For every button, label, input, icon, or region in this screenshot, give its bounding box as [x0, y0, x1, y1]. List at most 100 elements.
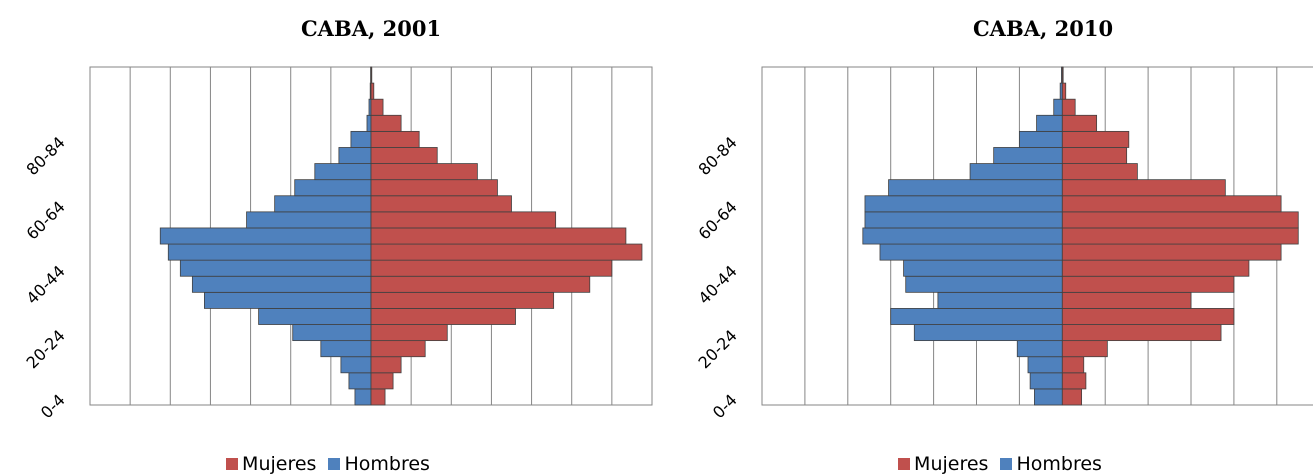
bar-mujeres-15-19 [1061, 340, 1108, 358]
chart-title: CABA, 2001 [300, 16, 442, 41]
bar-mujeres-35-39 [1061, 275, 1235, 293]
bar-hombres-40-44 [903, 259, 1063, 277]
bar-mujeres-40-44 [1061, 259, 1250, 277]
legend-label-hombres: Hombres [344, 453, 430, 475]
tick-label: 40-44 [23, 262, 69, 308]
legend-item-hombres: Hombres [328, 453, 430, 475]
bar-hombres-85-89 [1036, 114, 1063, 132]
pyramid-plot: 0-4 20-24 40-44 60-64 80-84 [695, 66, 1313, 422]
bar-mujeres-80-84 [370, 130, 420, 148]
bar-hombres-15-19 [1016, 340, 1063, 358]
bar-hombres-80-84 [350, 130, 372, 148]
bar-hombres-85-89 [366, 114, 372, 132]
legend-swatch-mujeres [226, 458, 239, 470]
chart-title: CABA, 2010 [972, 16, 1114, 41]
bar-mujeres-60-64 [370, 195, 512, 213]
bar-mujeres-100+ [1061, 66, 1064, 84]
legend-label-mujeres: Mujeres [242, 453, 317, 475]
bar-mujeres-30-34 [1061, 291, 1192, 309]
bar-hombres-60-64 [864, 195, 1063, 213]
bar-mujeres-85-89 [1061, 114, 1098, 132]
bar-hombres-0-4 [354, 388, 372, 406]
bar-hombres-5-9 [348, 372, 372, 390]
bar-mujeres-65-69 [370, 179, 498, 197]
tick-label: 40-44 [695, 262, 741, 308]
tick-label: 60-64 [695, 197, 741, 243]
bar-mujeres-55-59 [1061, 211, 1299, 229]
bar-mujeres-10-14 [1061, 356, 1085, 374]
bar-mujeres-35-39 [370, 275, 591, 293]
bar-mujeres-5-9 [370, 372, 394, 390]
bar-mujeres-85-89 [370, 114, 402, 132]
tick-label: 20-24 [23, 326, 69, 372]
bar-hombres-50-54 [159, 227, 372, 245]
tick-label: 0-4 [709, 390, 741, 422]
pyramid-chart-2001: CABA, 2001 0-4 20-24 40-44 60-64 80-84 Mujer… [0, 0, 656, 475]
legend-item-mujeres: Mujeres [898, 453, 988, 475]
bar-mujeres-0-4 [1061, 388, 1083, 406]
bar-hombres-15-19 [320, 340, 372, 358]
legend-label-hombres: Hombres [1016, 453, 1102, 475]
bar-mujeres-60-64 [1061, 195, 1282, 213]
bar-hombres-30-34 [937, 291, 1063, 309]
bar-mujeres-15-19 [370, 340, 426, 358]
bar-hombres-55-59 [864, 211, 1063, 229]
bar-mujeres-95-99 [1061, 82, 1067, 100]
bar-hombres-10-14 [1027, 356, 1063, 374]
legend-swatch-mujeres [898, 458, 911, 470]
bar-hombres-20-24 [292, 324, 372, 342]
tick-label: 20-24 [695, 326, 741, 372]
legend: Mujeres Hombres [672, 453, 1313, 475]
bar-hombres-20-24 [913, 324, 1063, 342]
bar-hombres-60-64 [274, 195, 372, 213]
bar-mujeres-10-14 [370, 356, 402, 374]
bar-mujeres-25-29 [370, 308, 516, 325]
bar-mujeres-90-94 [1061, 98, 1076, 116]
tick-label: 80-84 [23, 133, 69, 179]
bar-hombres-35-39 [191, 275, 372, 293]
bar-mujeres-50-54 [1061, 227, 1299, 245]
bar-hombres-25-29 [258, 308, 372, 325]
bar-hombres-45-49 [167, 243, 372, 261]
pyramid-chart-2010: CABA, 2010 0-4 20-24 40-44 60-64 80-84 Mujer… [672, 0, 1313, 475]
bar-mujeres-75-79 [370, 147, 438, 164]
legend-swatch-hombres [1000, 458, 1013, 470]
bar-hombres-70-74 [969, 163, 1063, 181]
bar-mujeres-0-4 [370, 388, 386, 406]
bar-mujeres-40-44 [370, 259, 613, 277]
bar-hombres-70-74 [314, 163, 372, 181]
bar-mujeres-20-24 [1061, 324, 1222, 342]
bar-mujeres-30-34 [370, 291, 555, 309]
bar-mujeres-100+ [370, 66, 373, 84]
bar-hombres-40-44 [179, 259, 372, 277]
pyramid-plot: 0-4 20-24 40-44 60-64 80-84 [23, 66, 653, 422]
bar-mujeres-95-99 [370, 82, 375, 100]
bar-hombres-25-29 [890, 308, 1063, 325]
legend-label-mujeres: Mujeres [914, 453, 989, 475]
tick-label: 0-4 [37, 390, 69, 422]
bar-hombres-0-4 [1034, 388, 1063, 406]
bar-mujeres-90-94 [370, 98, 384, 116]
bar-hombres-55-59 [246, 211, 372, 229]
bar-mujeres-45-49 [1061, 243, 1282, 261]
bar-hombres-90-94 [1053, 98, 1063, 116]
bar-hombres-50-54 [862, 227, 1063, 245]
bar-hombres-80-84 [1019, 130, 1063, 148]
tick-label: 60-64 [23, 197, 69, 243]
bar-mujeres-70-74 [1061, 163, 1138, 181]
legend: Mujeres Hombres [0, 453, 656, 475]
legend-item-hombres: Hombres [1000, 453, 1102, 475]
bar-mujeres-50-54 [370, 227, 627, 245]
bar-hombres-45-49 [879, 243, 1063, 261]
bar-hombres-30-34 [204, 291, 372, 309]
bar-mujeres-65-69 [1061, 179, 1226, 197]
bar-hombres-65-69 [294, 179, 372, 197]
bar-hombres-35-39 [905, 275, 1063, 293]
tick-label: 80-84 [695, 133, 741, 179]
legend-swatch-hombres [328, 458, 341, 470]
bar-mujeres-45-49 [370, 243, 643, 261]
bar-mujeres-70-74 [370, 163, 478, 181]
bar-hombres-75-79 [993, 147, 1063, 164]
bar-hombres-65-69 [888, 179, 1063, 197]
bar-mujeres-5-9 [1061, 372, 1087, 390]
